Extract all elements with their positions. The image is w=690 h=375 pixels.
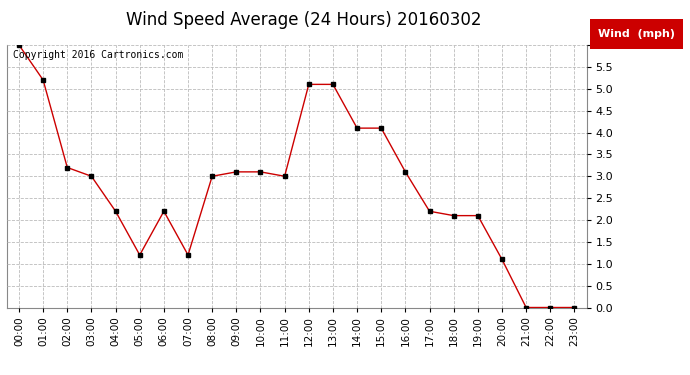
Text: Wind  (mph): Wind (mph) bbox=[598, 29, 675, 39]
Text: Copyright 2016 Cartronics.com: Copyright 2016 Cartronics.com bbox=[12, 50, 183, 60]
Text: Wind Speed Average (24 Hours) 20160302: Wind Speed Average (24 Hours) 20160302 bbox=[126, 11, 482, 29]
